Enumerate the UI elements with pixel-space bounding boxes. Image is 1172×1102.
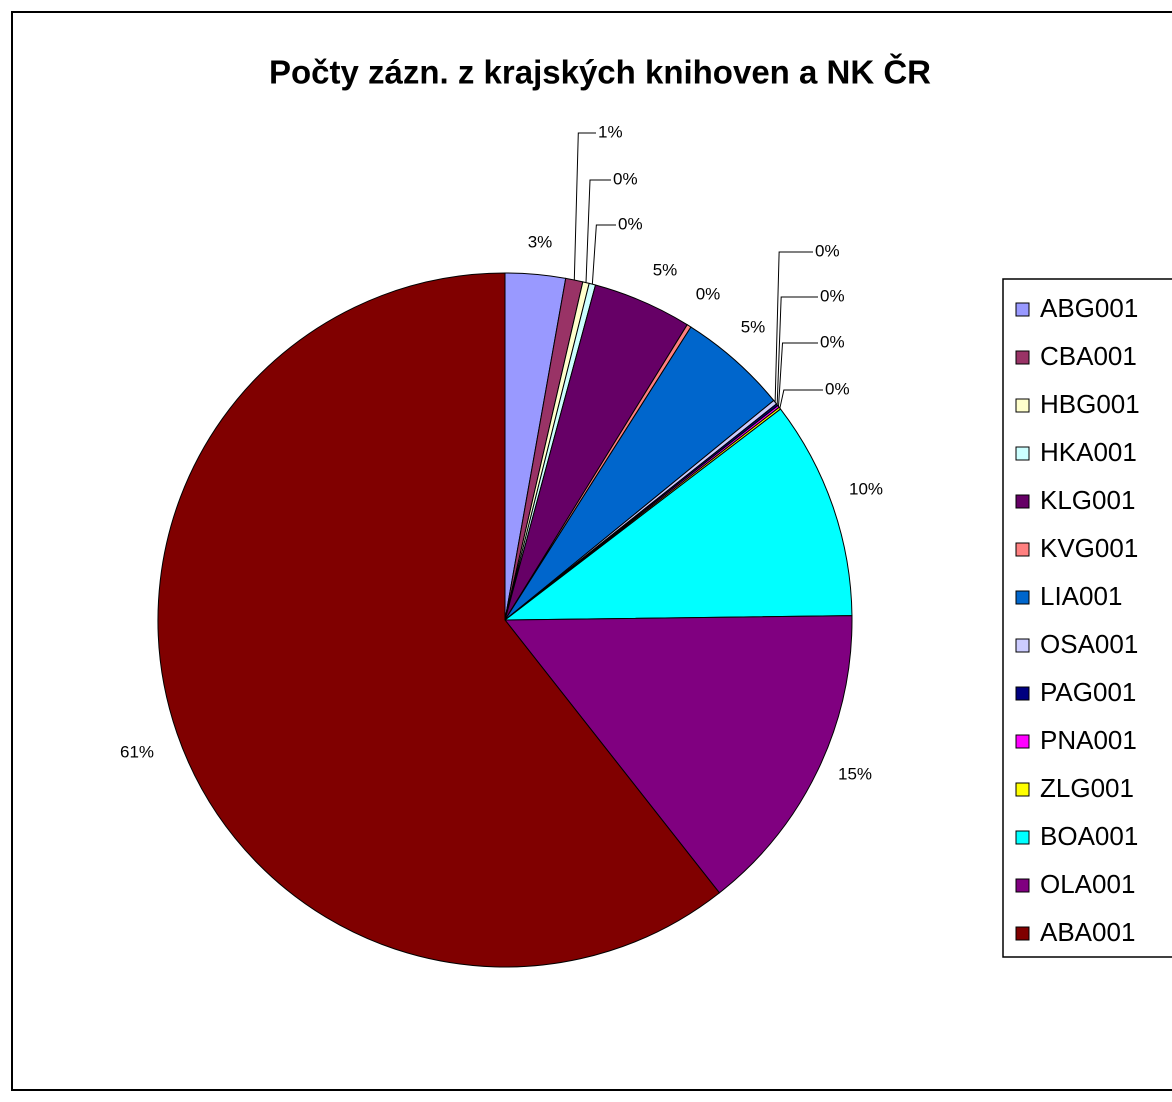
legend-swatch [1015,782,1030,797]
leader-line [573,132,596,281]
leader-line [591,224,616,285]
data-label: 0% [618,214,643,233]
data-label: 3% [528,232,553,251]
data-label: 15% [838,764,872,783]
legend-label: HKA001 [1040,437,1137,467]
data-label: 5% [653,260,678,279]
legend-swatch [1015,878,1030,893]
legend-label: KLG001 [1040,485,1135,515]
legend-swatch [1015,446,1030,461]
legend-label: KVG001 [1040,533,1138,563]
legend-label: CBA001 [1040,341,1137,371]
leader-line [778,342,818,407]
data-label: 0% [820,286,845,305]
data-label: 1% [598,122,623,141]
legend-swatch [1015,398,1030,413]
legend-label: ZLG001 [1040,773,1134,803]
data-label: 0% [825,379,850,398]
legend-label: PAG001 [1040,677,1136,707]
legend-swatch [1015,542,1030,557]
leader-line [776,296,818,405]
legend-swatch [1015,638,1030,653]
data-label: 10% [849,479,883,498]
leader-line [585,179,611,283]
legend-label: ABG001 [1040,293,1138,323]
legend-swatch [1015,830,1030,845]
legend-swatch [1015,590,1030,605]
chart-title: Počty zázn. z krajských knihoven a NK ČR [269,53,931,91]
legend-label: PNA001 [1040,725,1137,755]
data-label: 0% [820,332,845,351]
legend-swatch [1015,926,1030,941]
legend-box [1002,278,1172,958]
data-label: 61% [120,742,154,761]
legend-swatch [1015,350,1030,365]
leader-line [779,389,823,409]
legend-swatch [1015,302,1030,317]
data-label: 5% [741,317,766,336]
pie-slice [503,615,853,894]
legend-label: OSA001 [1040,629,1138,659]
legend-label: OLA001 [1040,869,1135,899]
data-label: 0% [696,284,721,303]
pie-slice [503,408,853,621]
pie-slice [157,272,721,968]
data-label: 0% [815,241,840,260]
legend-label: BOA001 [1040,821,1138,851]
legend-swatch [1015,686,1030,701]
leader-line [774,251,813,403]
legend-swatch [1015,734,1030,749]
legend-label: ABA001 [1040,917,1135,947]
legend-label: HBG001 [1040,389,1140,419]
legend-label: LIA001 [1040,581,1122,611]
data-label: 0% [613,169,638,188]
legend-swatch [1015,494,1030,509]
